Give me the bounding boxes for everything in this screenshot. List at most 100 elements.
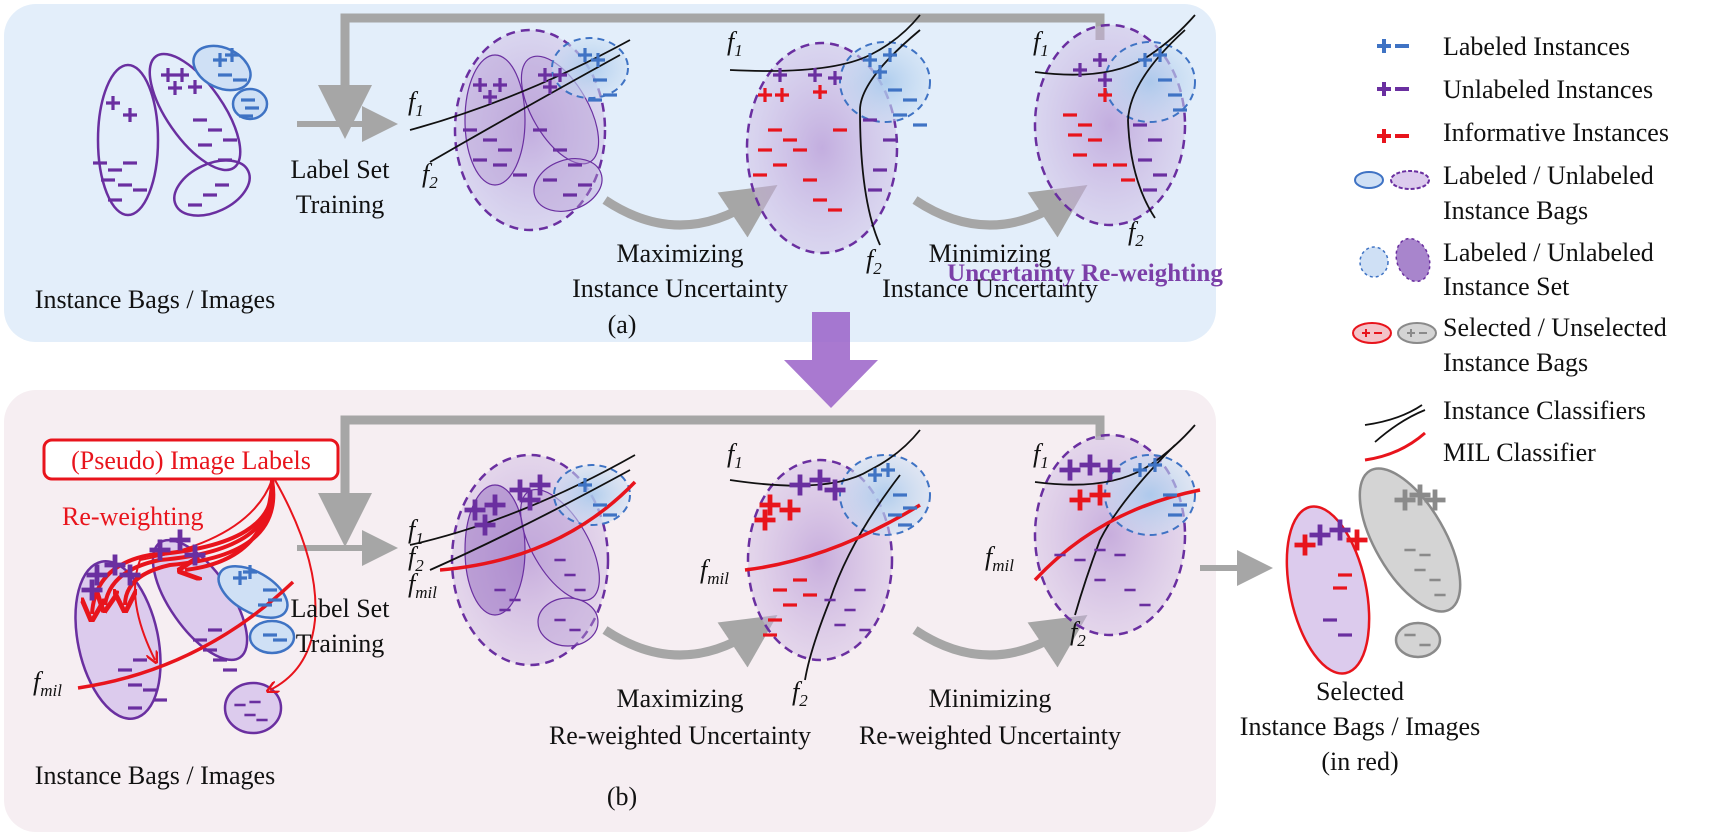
f1-label: f1 [408,87,424,120]
unlabeled-positive-instance [188,80,202,94]
labeled-positive-instance [233,571,247,585]
unlabeled-positive-instance [184,544,206,566]
unselected-positive-instance [1409,484,1431,506]
labeled-positive-instance [873,65,887,79]
unlabeled-positive-instance [1059,459,1081,481]
informative-positive-instance [1069,489,1091,511]
max-arrow-a [602,185,778,238]
legend-bags-2: Instance Bags [1443,196,1588,225]
fmil-label: fmil [33,667,62,700]
informative-positive-instance [775,88,789,102]
legend-set-1: Labeled / Unlabeled [1443,238,1654,267]
bags-label-a: Instance Bags / Images [35,285,275,314]
unlabeled-positive-instance [493,78,507,92]
legend-unlabeled-instances: Unlabeled Instances [1443,75,1653,104]
purple-plus-minus-icon [1377,82,1409,96]
unlabeled-bag [533,158,603,212]
mil-classifier-icon [1364,431,1426,462]
pseudo-labels-box [42,438,340,481]
f2-label: f2 [792,677,808,710]
unlabeled-positive-instance [1079,454,1101,476]
labeled-bag [248,619,296,655]
min-label-b-1: Minimizing [929,684,1052,713]
instance-classifiers-b [409,424,1196,681]
selected-label-1: Selected [1316,677,1404,706]
labeled-positive-instance [243,565,257,579]
labeled-positive-instance [881,463,895,477]
labeled-positive-instance [883,48,897,62]
unlabeled-positive-instance [824,479,846,501]
instance-classifier-icon [1364,404,1426,443]
max-label-b-1: Maximizing [616,684,743,713]
labeled-positive-instance [1153,48,1167,62]
f2-label: f2 [408,542,424,575]
red-plus-minus-icon [1377,129,1409,143]
legend: Labeled Instances Unlabeled Instances In… [1352,32,1669,467]
max-label-a-2: Instance Uncertainty [572,274,788,303]
unlabeled-positive-instance [161,68,175,82]
max-label-a-1: Maximizing [616,239,743,268]
classifier-labels-a: f1 f2 f1 f2 f1 f2 [408,27,1144,278]
unlabeled-positive-instance [483,90,497,104]
train-label-a-1: Label Set [291,155,391,184]
labeled-positive-instance [1133,463,1147,477]
legend-set-2: Instance Set [1443,272,1570,301]
unlabeled-positive-instance [553,68,567,82]
selected-bags-output [1285,467,1462,675]
unlabeled-positive-instance [175,68,189,82]
legend-instance-classifiers: Instance Classifiers [1443,396,1646,425]
caption-a: (a) [608,310,637,339]
labeled-set [553,464,631,526]
informative-positive-instance [1346,529,1368,551]
selected-label-2: Instance Bags / Images [1240,712,1480,741]
fmil-label: fmil [985,542,1014,575]
unlabeled-positive-instance [1098,73,1112,87]
min-label-a-1: Minimizing [929,239,1052,268]
unlabeled-bag [464,484,526,616]
unlabeled-positive-instance [1073,63,1087,77]
unselected-bag [1358,467,1462,613]
bag-ellipses-icon [1354,170,1430,190]
unlabeled-positive-instance [789,474,811,496]
f2-label: f2 [866,245,882,278]
reweighting-label: Re-weighting [62,502,204,531]
unlabeled-positive-instance [809,469,831,491]
labeled-positive-instance [591,53,605,67]
train-label-b-2: Training [296,629,385,658]
labeled-positive-instance [578,478,592,492]
legend-informative-instances: Informative Instances [1443,118,1669,147]
max-label-b-2: Re-weighted Uncertainty [549,721,811,750]
unlabeled-positive-instance [484,494,506,516]
unlabeled-positive-instance [474,514,496,536]
unlabeled-positive-instance [168,81,182,95]
bags-label-b: Instance Bags / Images [35,761,275,790]
f2-label: f2 [1070,617,1086,650]
informative-positive-instance [779,499,801,521]
legend-selected-1: Selected / Unselected [1443,313,1667,342]
legend-labeled-instances: Labeled Instances [1443,32,1630,61]
labeled-positive-instance [863,53,877,67]
unlabeled-bag [96,63,160,217]
unselected-bag [1394,621,1442,659]
legend-selected-2: Instance Bags [1443,348,1588,377]
informative-positive-instance [754,509,776,531]
unlabeled-positive-instance [464,499,486,521]
informative-positive-instance [1089,484,1111,506]
legend-mil-classifier: MIL Classifier [1443,438,1596,467]
caption-b: (b) [607,782,637,811]
f1-label: f1 [408,515,424,548]
fmil-label: fmil [408,569,437,602]
f1-label: f1 [727,27,743,60]
unlabeled-positive-instance [81,579,103,601]
informative-positive-instance [758,88,772,102]
pseudo-labels-text: (Pseudo) Image Labels [71,446,311,475]
labeled-positive-instance [1138,53,1152,67]
max-arrow-b [602,615,778,668]
unlabeled-positive-instance [519,489,541,511]
f1-label: f1 [1033,439,1049,472]
labeled-set [839,41,931,123]
unlabeled-positive-instance [509,479,531,501]
unlabeled-positive-instance [1309,524,1331,546]
unlabeled-positive-instance [1329,519,1351,541]
